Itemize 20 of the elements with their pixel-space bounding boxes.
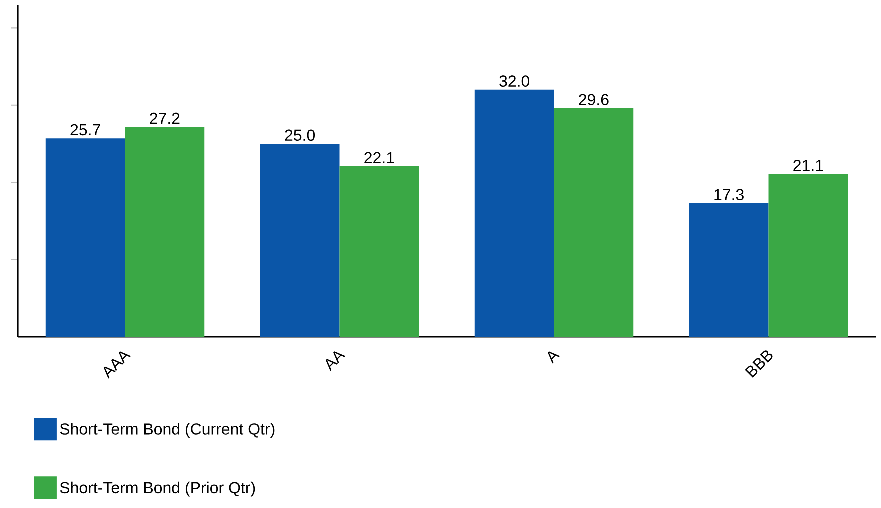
data-label: 17.3 [714, 189, 744, 200]
x-tick-label: AA [326, 352, 346, 372]
legend-label: Short-Term Bond (Current Qtr) [60, 423, 275, 438]
bar [125, 126, 205, 337]
data-label: 27.2 [150, 112, 180, 124]
data-label: 21.1 [794, 160, 824, 172]
bar [768, 174, 848, 337]
bar [260, 144, 340, 337]
legend-label: Short-Term Bond (Prior Qtr) [60, 482, 256, 497]
bar [554, 108, 634, 337]
data-label: 22.1 [364, 152, 394, 164]
data-label: 32.0 [500, 76, 530, 87]
data-label: 29.6 [579, 94, 609, 106]
bar [46, 138, 126, 337]
bar [474, 90, 554, 337]
bar [689, 203, 769, 337]
data-label: 25.0 [285, 130, 316, 142]
x-tick-label: A [548, 352, 560, 364]
data-label: 25.7 [70, 124, 100, 136]
bar [340, 166, 420, 337]
